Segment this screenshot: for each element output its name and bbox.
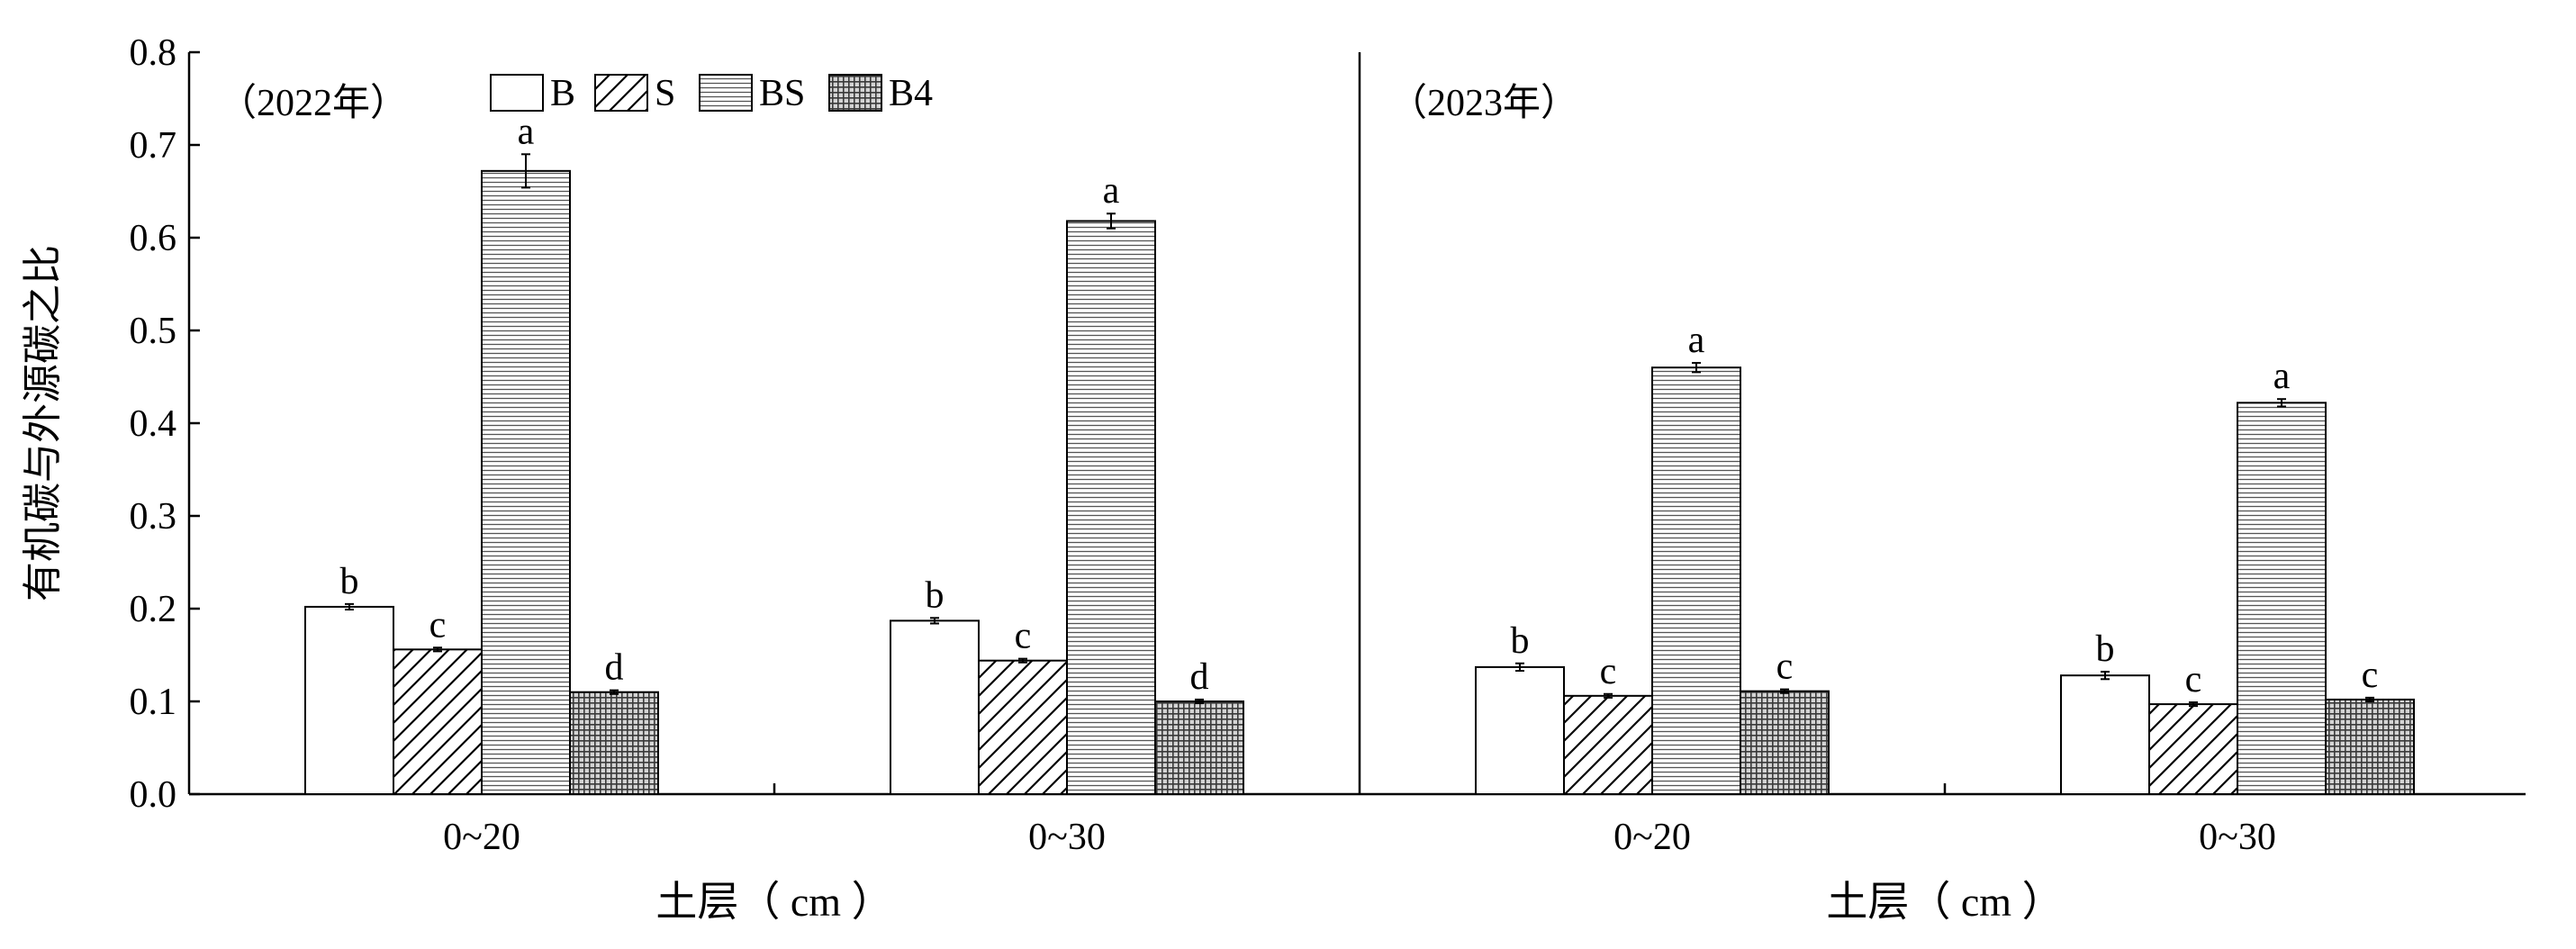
category-label: 0~20 <box>1613 817 1691 858</box>
legend-label-bs: BS <box>759 73 805 114</box>
y-tick-label: 0.7 <box>130 125 177 167</box>
significance-letter: c <box>2362 655 2379 696</box>
significance-letter: b <box>1511 620 1530 662</box>
significance-letter: a <box>1103 170 1120 212</box>
category-label: 0~30 <box>2199 817 2276 858</box>
significance-letter: c <box>429 604 447 646</box>
legend-swatch-b4 <box>828 74 882 112</box>
significance-letter: c <box>1015 616 1032 657</box>
bar-s-0-0 <box>393 648 483 795</box>
bar-b-1-0 <box>1475 665 1565 796</box>
panel-title-2022: （2022年） <box>219 82 408 124</box>
significance-letter: b <box>926 574 945 616</box>
bar-b4-1-0 <box>1740 690 1830 795</box>
significance-letters: b c a d b c a d b c a c b c a c <box>340 111 2379 700</box>
y-tick-label: 0.1 <box>130 682 177 723</box>
category-label: 0~30 <box>1028 817 1106 858</box>
significance-letter: d <box>1190 656 1209 698</box>
significance-letter: c <box>1600 651 1617 692</box>
bar-bs-1-0 <box>1651 366 1741 795</box>
bar-s-0-1 <box>978 659 1068 795</box>
bars <box>304 169 2415 796</box>
legend-label-s: S <box>655 73 675 114</box>
significance-letter: a <box>518 111 535 152</box>
y-axis-label: 有机碳与外源碳之比 <box>21 245 65 601</box>
legend-label-b4: B4 <box>889 73 933 114</box>
y-tick-label: 0.4 <box>130 403 177 445</box>
bar-s-1-0 <box>1563 694 1653 796</box>
legend-swatch-bs <box>699 74 753 112</box>
category-label: 0~20 <box>443 817 520 858</box>
x-ticks <box>773 783 1947 794</box>
significance-letter: b <box>340 561 359 602</box>
error-bars <box>345 153 2374 708</box>
y-tick-label: 0.6 <box>130 218 177 259</box>
bar-bs-0-1 <box>1066 220 1156 795</box>
y-tick-label: 0.8 <box>130 32 177 74</box>
bar-b4-1-1 <box>2325 698 2415 795</box>
x-axis-label-2023: 土层（ cm ） <box>1826 879 2063 925</box>
bar-b4-0-1 <box>1154 700 1244 795</box>
bar-bs-1-1 <box>2237 402 2327 795</box>
category-labels: 0~20 0~30 0~20 0~30 <box>443 817 2276 858</box>
significance-letter: d <box>605 647 624 689</box>
bar-b-1-1 <box>2060 674 2150 795</box>
significance-letter: b <box>2096 628 2115 670</box>
x-axis-label-2022: 土层（ cm ） <box>655 879 892 925</box>
legend: B S BS B4 <box>490 73 933 114</box>
significance-letter: a <box>2273 356 2291 397</box>
y-tick-label: 0.2 <box>130 589 177 630</box>
significance-letter: c <box>2185 659 2202 700</box>
bar-bs-0-0 <box>481 169 571 795</box>
significance-letter: c <box>1776 646 1794 688</box>
bar-b-0-0 <box>304 605 394 795</box>
legend-label-b: B <box>550 73 575 114</box>
panel-title-2023: （2023年） <box>1389 82 1578 124</box>
bar-s-1-1 <box>2148 703 2238 796</box>
y-tick-label: 0.5 <box>130 311 177 352</box>
bar-b4-0-0 <box>569 691 659 796</box>
y-tick-label: 0.3 <box>130 496 177 538</box>
legend-swatch-s <box>594 74 648 112</box>
legend-swatch-b <box>490 74 544 112</box>
bar-b-0-1 <box>890 619 980 796</box>
y-tick-label: 0.0 <box>130 774 177 816</box>
significance-letter: a <box>1688 320 1705 361</box>
y-ticks: 0.0 0.1 0.2 0.3 0.4 0.5 0.6 0.7 0.8 <box>130 32 200 816</box>
